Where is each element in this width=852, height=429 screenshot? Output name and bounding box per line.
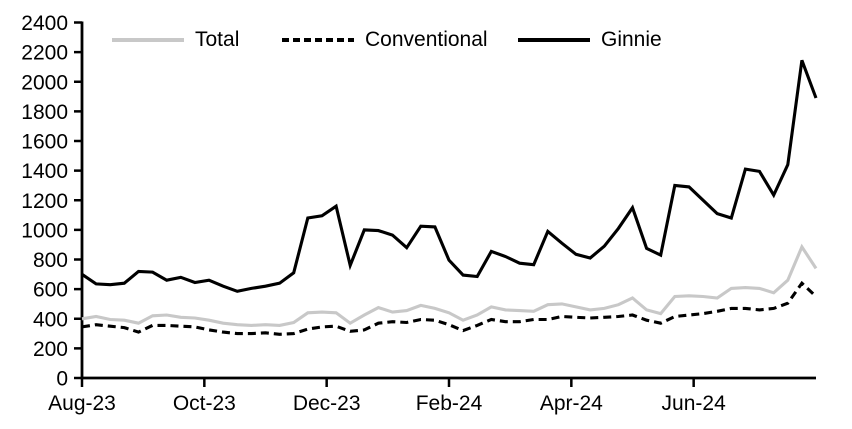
conventional-line xyxy=(81,280,818,336)
x-tick-label: Dec-23 xyxy=(293,392,361,415)
ginnie-line-swatch-icon xyxy=(518,38,590,42)
legend-label-total: Total xyxy=(195,28,240,51)
y-tick-label: 2000 xyxy=(21,71,68,94)
y-tick-label: 400 xyxy=(33,308,68,331)
x-tick-label: Feb-24 xyxy=(416,392,483,415)
y-tick-label: 2400 xyxy=(21,12,68,35)
legend-item-total: Total xyxy=(112,28,239,52)
y-tick-label: 1800 xyxy=(21,101,68,124)
y-tick-label: 600 xyxy=(33,279,68,302)
y-tick-label: 2200 xyxy=(21,42,68,65)
y-tick-label: 1600 xyxy=(21,131,68,154)
x-tick-label: Apr-24 xyxy=(540,392,603,415)
legend-label-conventional: Conventional xyxy=(365,28,488,51)
legend-item-conventional: Conventional xyxy=(282,28,488,52)
total-line xyxy=(81,243,818,327)
legend-label-ginnie: Ginnie xyxy=(601,28,662,51)
ginnie-line xyxy=(81,59,818,293)
legend-item-ginnie: Ginnie xyxy=(518,28,662,52)
total-line-swatch-icon xyxy=(112,38,184,42)
x-tick-label: Jun-24 xyxy=(662,392,727,415)
x-tick-label: Oct-23 xyxy=(173,392,236,415)
y-tick-label: 800 xyxy=(33,249,68,272)
y-tick-label: 1200 xyxy=(21,190,68,213)
y-tick-label: 1400 xyxy=(21,160,68,183)
conventional-line-swatch-icon xyxy=(282,38,354,42)
y-tick-label: 200 xyxy=(33,338,68,361)
x-tick-label: Aug-23 xyxy=(48,392,116,415)
y-tick-label: 1000 xyxy=(21,219,68,242)
y-tick-label: 0 xyxy=(56,368,68,391)
